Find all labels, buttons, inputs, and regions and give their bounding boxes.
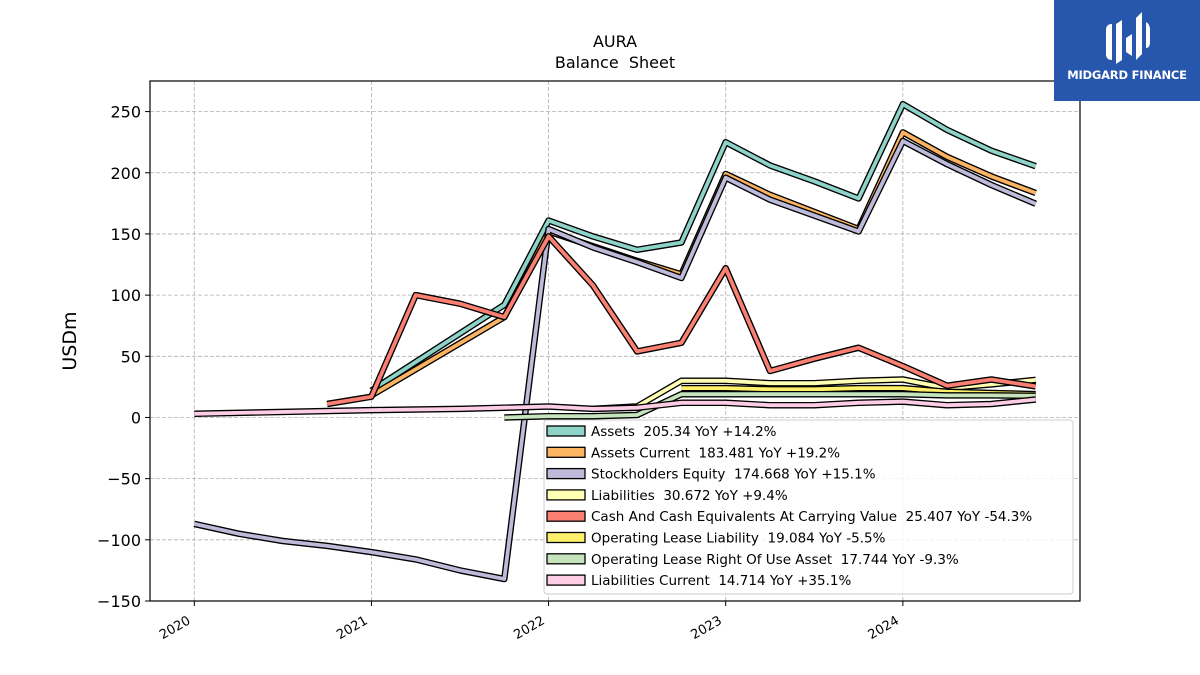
legend-label: Liabilities Current 14.714 YoY +35.1% [591, 573, 851, 589]
y-tick-label: 50 [121, 347, 141, 366]
y-tick-label: 150 [110, 225, 141, 244]
x-tick-label: 2020 [157, 613, 193, 643]
x-tick-label: 2023 [689, 613, 725, 643]
legend-label: Cash And Cash Equivalents At Carrying Va… [591, 509, 1032, 525]
y-tick-label: 0 [131, 408, 141, 427]
legend-item: Operating Lease Liability 19.084 YoY -5.… [546, 531, 886, 547]
legend-item: Cash And Cash Equivalents At Carrying Va… [546, 509, 1032, 525]
x-tick-label: 2021 [334, 613, 370, 643]
y-tick-label: −100 [97, 531, 141, 550]
chart-subtitle: Balance Sheet [555, 53, 675, 72]
legend-label: Liabilities 30.672 YoY +9.4% [591, 488, 788, 504]
series-6 [504, 390, 1036, 421]
series-4 [326, 233, 1037, 408]
legend-label: Assets Current 183.481 YoY +19.2% [591, 445, 840, 461]
brand-name: MIDGARD FINANCE [1067, 68, 1187, 82]
legend-box [543, 419, 1074, 595]
legend-item: Liabilities 30.672 YoY +9.4% [546, 488, 788, 504]
legend-item: Operating Lease Right Of Use Asset 17.74… [546, 552, 959, 568]
brand-logo: MIDGARD FINANCE [1054, 0, 1200, 101]
series-line [504, 392, 1036, 420]
legend: Assets 205.34 YoY +14.2% Assets Current 1… [543, 419, 1074, 595]
legend-label: Assets 205.34 YoY +14.2% [591, 424, 777, 440]
series-7 [194, 396, 1037, 418]
legend-swatch [546, 446, 586, 458]
legend-label: Operating Lease Liability 19.084 YoY -5.… [591, 531, 886, 547]
legend-item: Assets Current 183.481 YoY +19.2% [546, 445, 840, 461]
legend-swatch [546, 467, 586, 480]
series-0 [369, 100, 1037, 394]
legend-label: Operating Lease Right Of Use Asset 17.74… [591, 552, 959, 568]
series-line [194, 397, 1036, 416]
legend-label: Stockholders Equity 174.668 YoY +15.1% [591, 467, 876, 483]
legend-swatch [546, 531, 586, 544]
y-tick-label: −50 [107, 470, 141, 489]
y-tick-label: 200 [110, 164, 141, 183]
legend-item: Stockholders Equity 174.668 YoY +15.1% [546, 467, 876, 483]
y-axis-label: USDm [59, 311, 81, 370]
x-tick-label: 2022 [511, 613, 547, 643]
series-line [370, 102, 1037, 393]
legend-item: Liabilities Current 14.714 YoY +35.1% [546, 573, 851, 589]
series-2 [193, 137, 1037, 583]
legend-swatch [546, 510, 586, 522]
series-line [326, 234, 1036, 406]
x-tick-label: 2024 [866, 613, 902, 643]
legend-swatch [546, 553, 586, 565]
y-tick-label: 100 [110, 286, 141, 305]
y-tick-label: 250 [110, 103, 141, 122]
plot-frame [149, 80, 1081, 602]
legend-item: Assets 205.34 YoY +14.2% [546, 424, 777, 440]
chart-title: AURA [593, 32, 637, 51]
y-tick-label: −150 [97, 592, 141, 611]
midgard-logo-icon [1106, 12, 1150, 64]
series-line [193, 139, 1037, 581]
legend-swatch [546, 489, 586, 501]
legend-swatch [546, 425, 586, 437]
series-layer [193, 100, 1037, 583]
legend-swatch [546, 574, 586, 586]
